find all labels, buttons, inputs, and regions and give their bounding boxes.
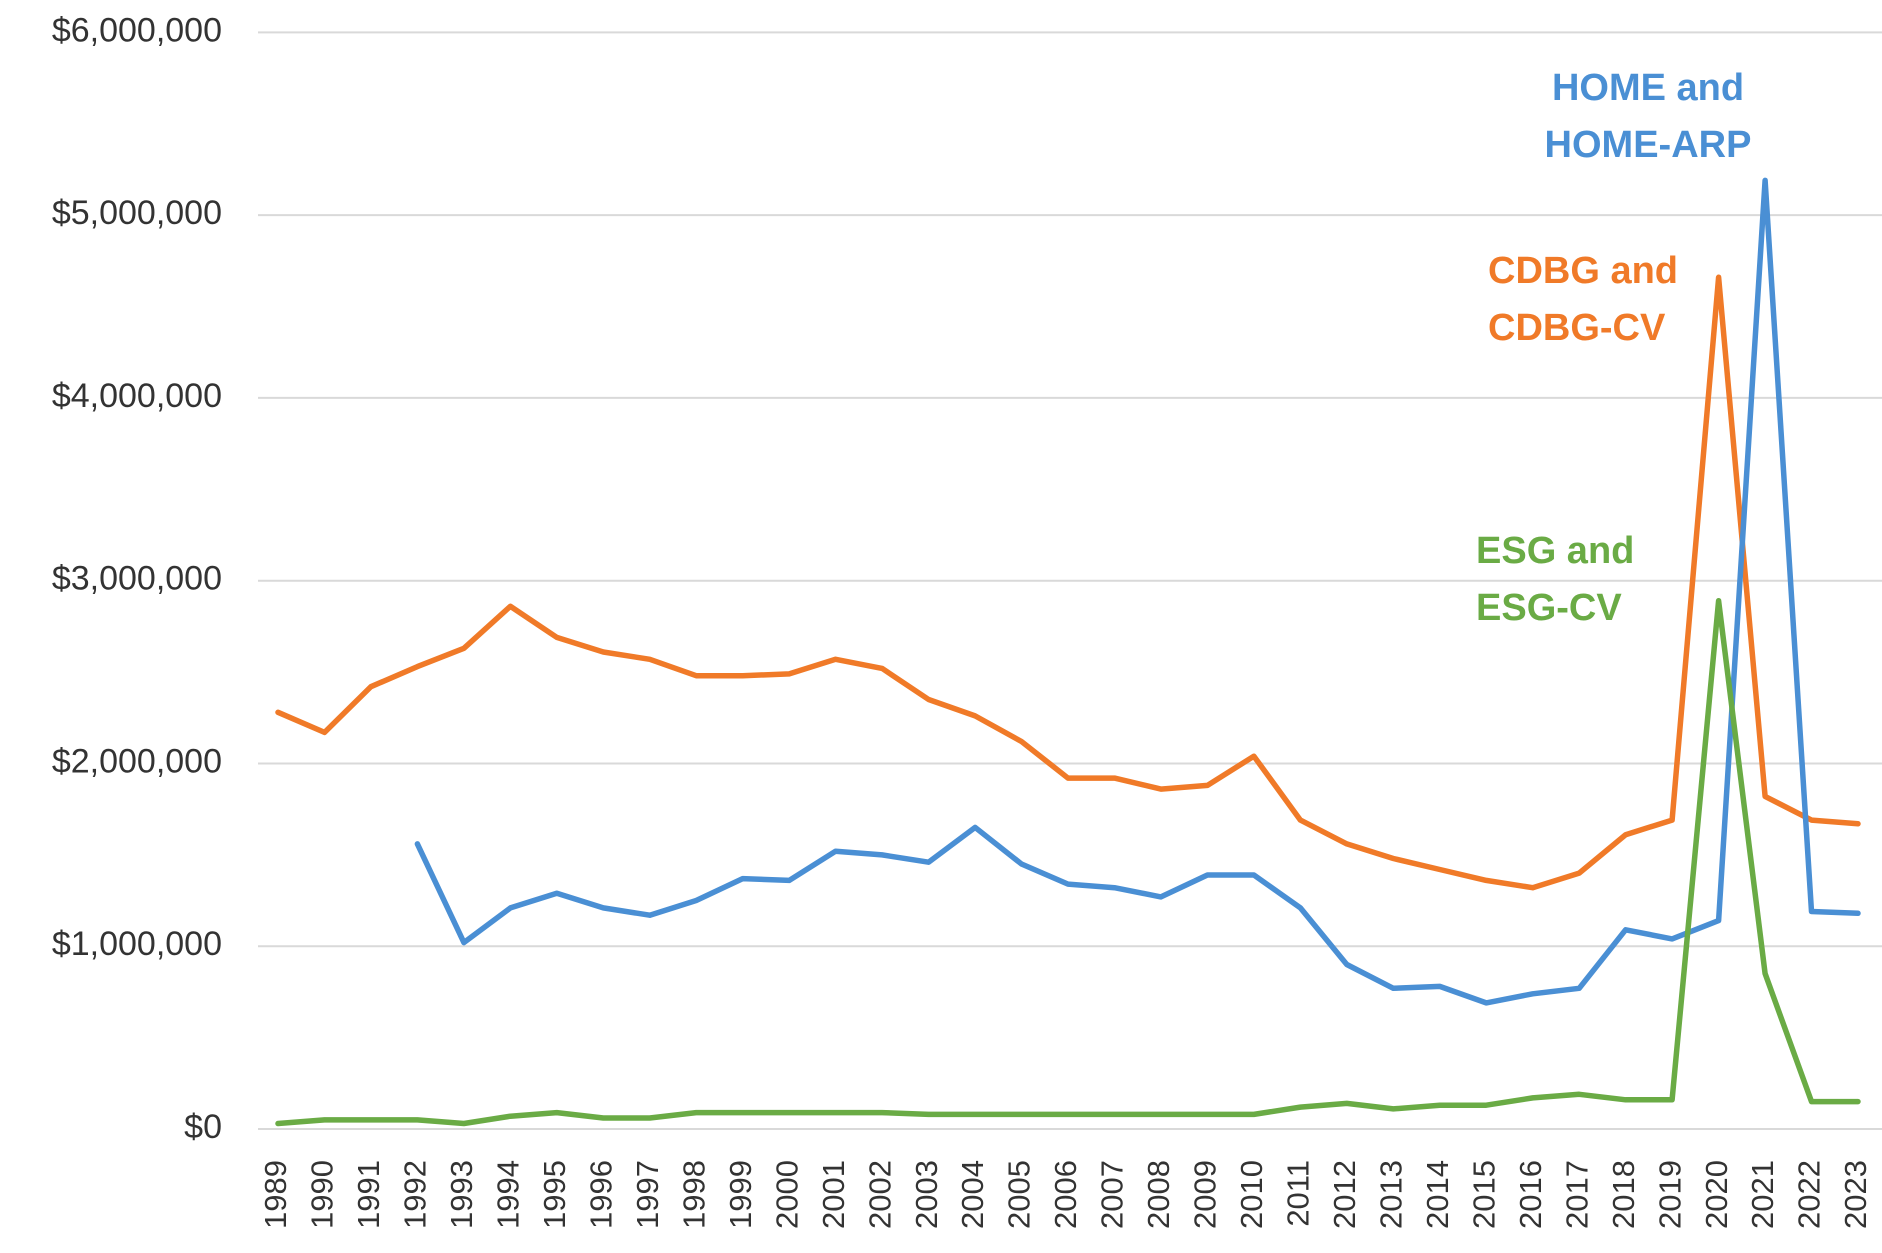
x-tick-label: 1992 bbox=[398, 1160, 433, 1229]
series-label: HOME and HOME-ARP bbox=[1544, 67, 1752, 166]
x-tick-label: 2002 bbox=[862, 1160, 897, 1229]
x-tick-label: 1994 bbox=[491, 1160, 526, 1229]
x-tick-label: 2011 bbox=[1281, 1160, 1316, 1227]
x-tick-label: 2008 bbox=[1141, 1160, 1176, 1229]
x-tick-label: 2022 bbox=[1792, 1160, 1827, 1229]
x-tick-label: 1990 bbox=[305, 1160, 340, 1229]
x-tick-label: 2003 bbox=[909, 1160, 944, 1229]
y-tick-label: $2,000,000 bbox=[52, 742, 222, 780]
x-tick-label: 2006 bbox=[1048, 1160, 1083, 1229]
x-tick-label: 2001 bbox=[816, 1160, 851, 1229]
y-tick-label: $4,000,000 bbox=[52, 377, 222, 415]
x-tick-label: 1991 bbox=[351, 1160, 386, 1229]
x-tick-label: 1995 bbox=[537, 1160, 572, 1229]
x-tick-label: 2010 bbox=[1234, 1160, 1269, 1229]
x-tick-label: 2019 bbox=[1652, 1160, 1687, 1229]
y-tick-label: $3,000,000 bbox=[52, 560, 222, 598]
x-tick-label: 2023 bbox=[1838, 1160, 1873, 1229]
x-tick-label: 1993 bbox=[444, 1160, 479, 1229]
x-tick-label: 2013 bbox=[1373, 1160, 1408, 1229]
x-tick-label: 2012 bbox=[1327, 1160, 1362, 1229]
series-label: CDBG and CDBG-CV bbox=[1488, 250, 1678, 349]
series-label: ESG and ESG-CV bbox=[1476, 530, 1635, 629]
x-tick-label: 1996 bbox=[583, 1160, 618, 1229]
x-tick-label: 2014 bbox=[1420, 1160, 1455, 1229]
x-tick-label: 2016 bbox=[1513, 1160, 1548, 1229]
x-tick-label: 2005 bbox=[1002, 1160, 1037, 1229]
x-tick-label: 1989 bbox=[258, 1160, 293, 1229]
y-tick-label: $6,000,000 bbox=[52, 11, 222, 49]
x-tick-label: 2004 bbox=[955, 1160, 990, 1229]
x-tick-label: 2021 bbox=[1745, 1160, 1780, 1229]
x-tick-label: 2017 bbox=[1559, 1160, 1594, 1229]
x-tick-label: 2020 bbox=[1699, 1160, 1734, 1229]
y-tick-label: $5,000,000 bbox=[52, 194, 222, 232]
x-tick-label: 1997 bbox=[630, 1160, 665, 1229]
series-line bbox=[414, 177, 1861, 1006]
x-tick-label: 2009 bbox=[1188, 1160, 1223, 1229]
x-tick-label: 2007 bbox=[1095, 1160, 1130, 1229]
x-tick-label: 2018 bbox=[1606, 1160, 1641, 1229]
x-tick-label: 1998 bbox=[676, 1160, 711, 1229]
y-tick-label: $0 bbox=[184, 1108, 222, 1146]
x-tick-label: 2000 bbox=[769, 1160, 804, 1229]
y-tick-label: $1,000,000 bbox=[52, 925, 222, 963]
x-tick-label: 2015 bbox=[1466, 1160, 1501, 1229]
series-line bbox=[275, 274, 1861, 891]
x-tick-label: 1999 bbox=[723, 1160, 758, 1229]
series-line bbox=[275, 598, 1861, 1127]
